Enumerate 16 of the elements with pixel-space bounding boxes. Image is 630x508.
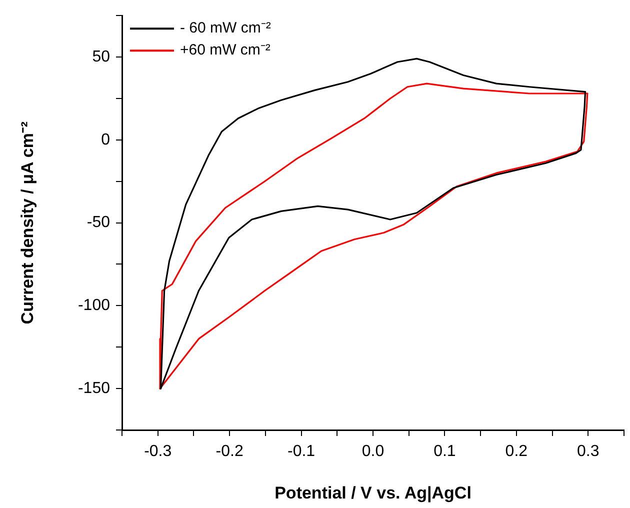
y-tick-label: -50 (86, 214, 110, 232)
legend-label: +60 mW cm⁻² (180, 42, 270, 59)
y-tick-label: -100 (78, 297, 110, 314)
x-tick-label: -0.3 (144, 443, 172, 460)
legend-label: - 60 mW cm⁻² (180, 20, 271, 37)
y-tick-label: 0 (101, 131, 110, 148)
y-axis-title: Current density / μA cm⁻² (18, 121, 37, 324)
x-tick-label: 0.2 (505, 443, 528, 460)
x-tick-label: -0.2 (216, 443, 244, 460)
x-tick-label: 0.1 (434, 443, 456, 460)
x-tick-label: 0.0 (362, 443, 384, 460)
x-axis-title: Potential / V vs. Ag|AgCl (274, 483, 472, 502)
y-tick-label: 50 (92, 48, 110, 66)
y-tick-label: -150 (78, 380, 110, 397)
x-tick-label: -0.1 (287, 443, 316, 460)
x-tick-label: 0.3 (577, 443, 600, 460)
